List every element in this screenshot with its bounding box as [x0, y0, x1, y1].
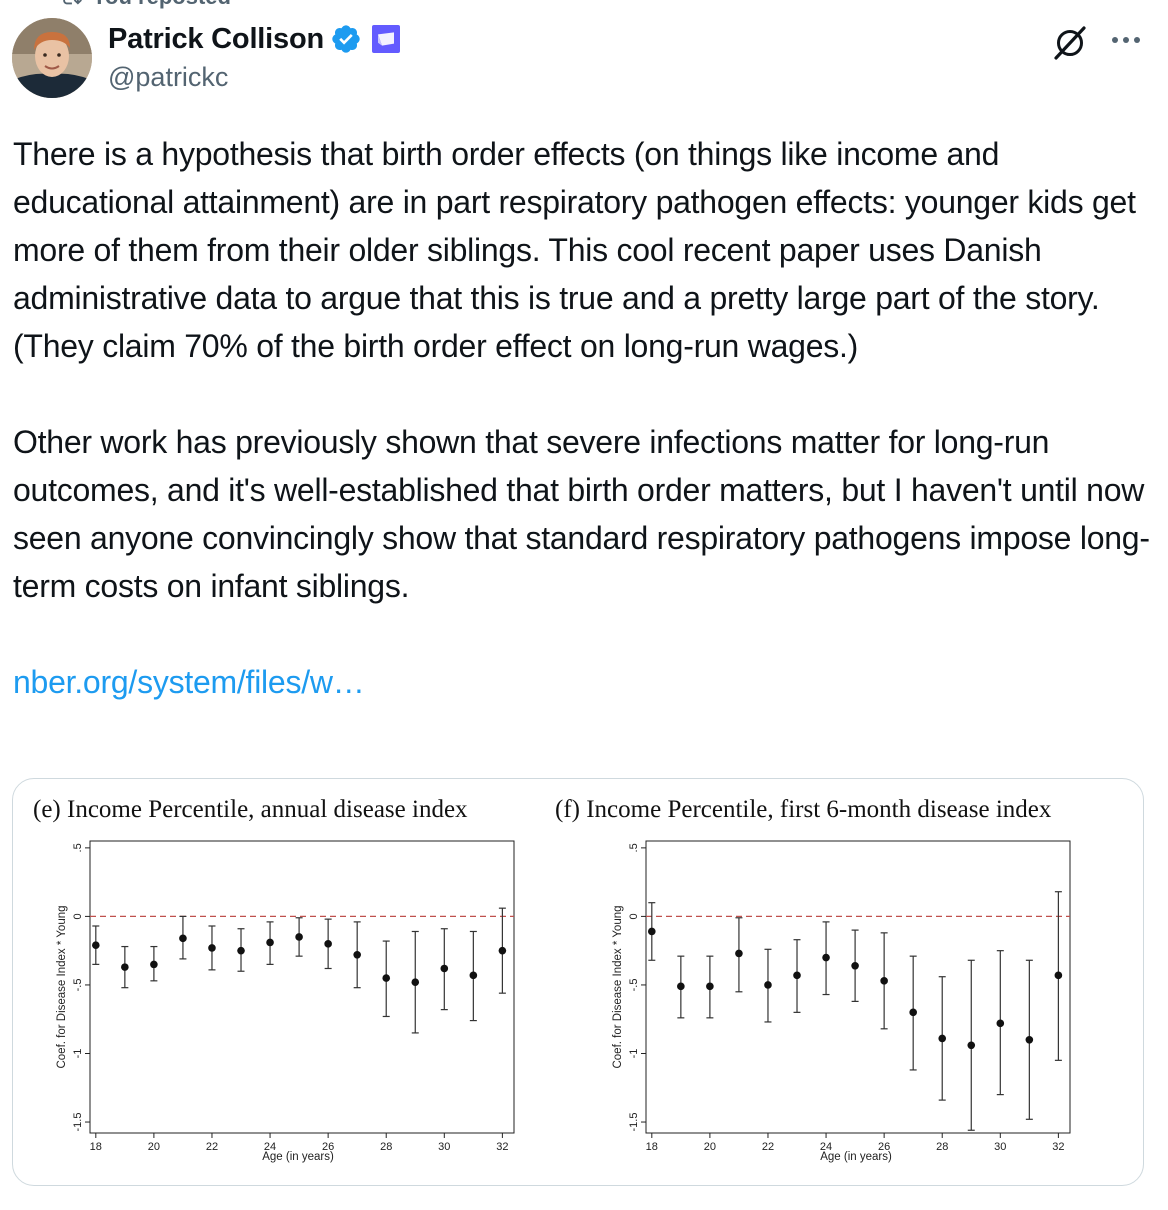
plot-frame	[89, 840, 515, 1134]
x-tick-label: 26	[322, 1141, 334, 1153]
x-tick-label: 28	[936, 1141, 948, 1153]
data-point	[92, 941, 100, 949]
y-tick-label: .5	[72, 843, 84, 852]
y-axis-label: Coef. for Disease Index * Young	[56, 905, 68, 1068]
y-tick-label: -.5	[72, 979, 84, 992]
repost-icon	[63, 0, 82, 5]
data-point	[324, 940, 332, 948]
y-tick-label: 0	[72, 913, 84, 919]
data-point	[822, 953, 830, 962]
affiliation-badge-icon[interactable]	[370, 23, 402, 55]
avatar-image	[12, 18, 92, 98]
x-tick-label: 18	[90, 1141, 102, 1153]
grok-icon[interactable]	[1050, 22, 1090, 62]
chart-panel-f: (f) Income Percentile, first 6-month dis…	[555, 796, 1071, 1163]
data-point	[909, 1008, 917, 1017]
y-tick-label: -1.5	[72, 1113, 84, 1132]
data-point	[208, 944, 216, 952]
chart-panel-e: (e) Income Percentile, annual disease in…	[33, 796, 515, 1163]
y-tick-label: .5	[628, 843, 640, 852]
data-point	[967, 1041, 976, 1050]
data-point	[938, 1034, 947, 1043]
chart-title: (e) Income Percentile, annual disease in…	[33, 796, 468, 823]
repost-label: You reposted	[92, 0, 231, 10]
data-point	[237, 946, 245, 955]
chart-title: (f) Income Percentile, first 6-month dis…	[555, 796, 1052, 823]
y-tick-label: -.5	[628, 979, 640, 992]
data-point	[793, 971, 801, 980]
data-point	[150, 960, 158, 969]
x-tick-label: 24	[820, 1141, 832, 1153]
y-tick-label: -1	[628, 1049, 640, 1059]
data-point	[440, 964, 449, 973]
x-axis-label: Age (in years)	[820, 1151, 892, 1163]
data-point	[295, 933, 303, 941]
author-name-row: Patrick Collison	[108, 20, 402, 58]
y-tick-label: -1.5	[628, 1113, 640, 1132]
author-display-name[interactable]: Patrick Collison	[108, 22, 324, 55]
data-point	[382, 974, 391, 982]
data-point	[851, 961, 859, 970]
data-point	[880, 977, 888, 985]
x-tick-label: 22	[762, 1141, 774, 1153]
x-tick-label: 24	[264, 1141, 276, 1153]
y-axis-label: Coef. for Disease Index * Young	[612, 905, 624, 1068]
tweet-body: There is a hypothesis that birth order e…	[13, 130, 1153, 706]
data-point	[498, 946, 507, 955]
x-tick-label: 20	[704, 1141, 716, 1153]
chart-figure: (e) Income Percentile, annual disease in…	[33, 796, 1071, 1163]
data-point	[179, 934, 187, 943]
data-point	[411, 978, 420, 987]
x-tick-label: 30	[994, 1141, 1006, 1153]
x-axis-label: Age (in years)	[262, 1151, 334, 1163]
data-point	[1054, 971, 1063, 980]
data-point	[706, 982, 714, 991]
data-point	[353, 950, 361, 959]
x-tick-label: 22	[206, 1141, 218, 1153]
x-tick-label: 30	[438, 1141, 450, 1153]
tweet-media-image[interactable]: (e) Income Percentile, annual disease in…	[12, 778, 1144, 1186]
data-point	[996, 1019, 1005, 1028]
data-point	[764, 981, 772, 989]
x-tick-label: 32	[1052, 1141, 1064, 1153]
data-point	[266, 938, 274, 947]
data-point	[735, 949, 743, 958]
avatar[interactable]	[12, 18, 92, 98]
data-point	[648, 927, 656, 936]
x-tick-label: 32	[496, 1141, 508, 1153]
tweet-paragraph-1: There is a hypothesis that birth order e…	[13, 136, 1136, 364]
data-point	[469, 971, 478, 980]
data-point	[1025, 1035, 1034, 1044]
data-point	[677, 982, 685, 991]
data-point	[121, 963, 129, 971]
x-tick-label: 20	[148, 1141, 160, 1153]
more-options-icon[interactable]	[1108, 24, 1144, 56]
y-tick-label: -1	[72, 1049, 84, 1059]
x-tick-label: 26	[878, 1141, 890, 1153]
paper-link[interactable]: nber.org/system/files/w…	[13, 664, 365, 700]
verified-badge-icon[interactable]	[330, 23, 362, 55]
author-handle[interactable]: @patrickc	[108, 62, 229, 92]
y-tick-label: 0	[628, 913, 640, 919]
x-tick-label: 18	[646, 1141, 658, 1153]
repost-indicator: You reposted	[60, 0, 231, 10]
tweet-paragraph-2: Other work has previously shown that sev…	[13, 424, 1150, 604]
x-tick-label: 28	[380, 1141, 392, 1153]
plot-frame	[645, 840, 1071, 1134]
